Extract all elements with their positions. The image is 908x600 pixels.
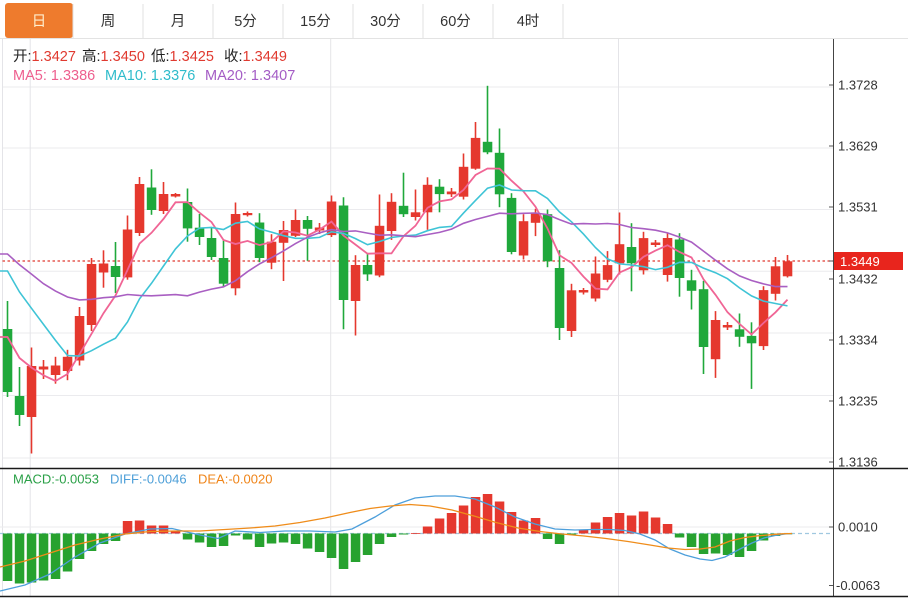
- svg-text:周: 周: [101, 14, 116, 30]
- svg-text:1.3629: 1.3629: [838, 139, 878, 154]
- svg-text:4时: 4时: [517, 13, 540, 30]
- svg-text:1.3728: 1.3728: [838, 78, 878, 93]
- svg-text:1.3432: 1.3432: [838, 272, 878, 287]
- svg-text:日: 日: [32, 14, 47, 30]
- svg-text:1.3235: 1.3235: [838, 394, 878, 409]
- svg-text:1.3449: 1.3449: [840, 254, 880, 269]
- svg-text:1.3531: 1.3531: [838, 200, 878, 215]
- svg-text:-0.0063: -0.0063: [836, 578, 880, 593]
- svg-text:15分: 15分: [300, 13, 331, 30]
- svg-text:1.3136: 1.3136: [838, 455, 878, 470]
- svg-text:1.3334: 1.3334: [838, 333, 878, 348]
- svg-text:MACD:-0.0053: MACD:-0.0053: [13, 472, 99, 487]
- svg-text:月: 月: [171, 14, 186, 30]
- svg-text:30分: 30分: [370, 13, 401, 30]
- svg-text:DEA:-0.0020: DEA:-0.0020: [198, 472, 272, 487]
- svg-text:5分: 5分: [234, 13, 257, 30]
- svg-text:DIFF:-0.0046: DIFF:-0.0046: [110, 472, 187, 487]
- svg-text:60分: 60分: [440, 13, 471, 30]
- svg-text:0.0010: 0.0010: [838, 520, 878, 535]
- svg-text:MA5: 1.3386 MA10: 1.3376 MA2: MA5: 1.3386 MA10: 1.3376 MA20: 1.3407: [13, 68, 295, 84]
